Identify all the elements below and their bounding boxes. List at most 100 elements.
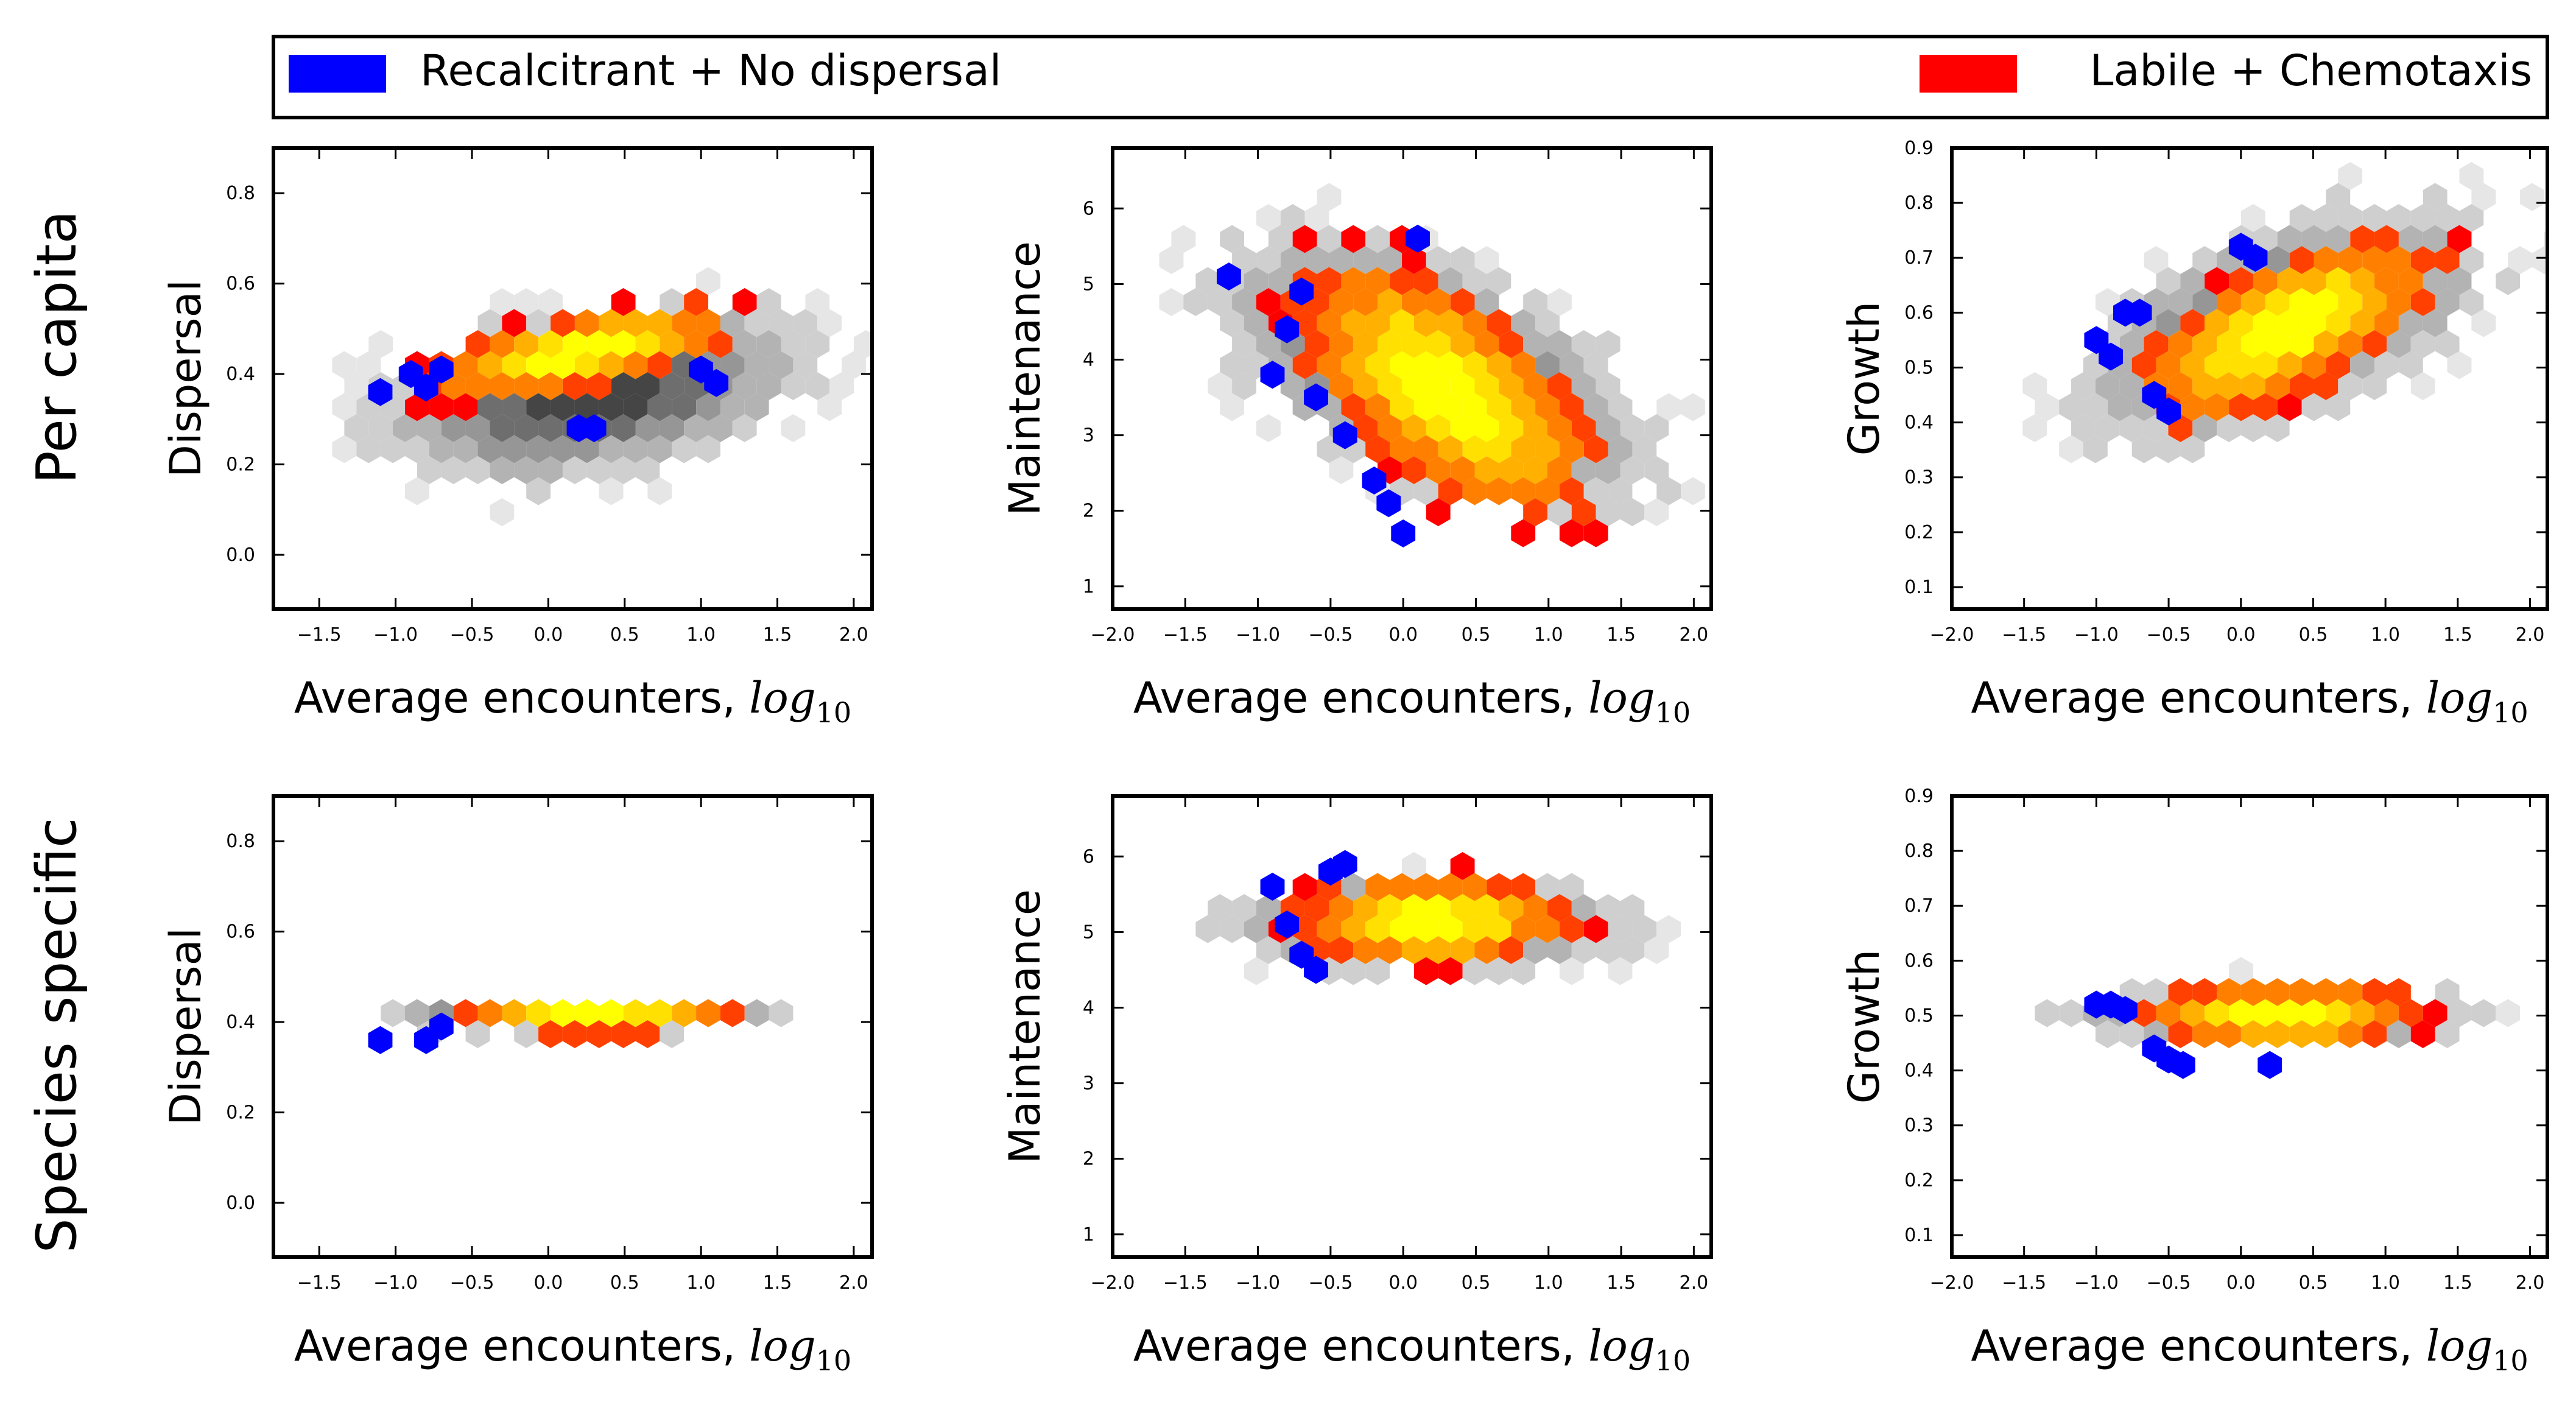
hex-cell	[2289, 330, 2314, 358]
hex-cell	[2192, 246, 2217, 274]
x-tick-label: 0.0	[1388, 1272, 1418, 1294]
hex-cell	[1353, 330, 1378, 358]
hex-cell	[2314, 246, 2338, 274]
hex-cell	[1523, 372, 1548, 400]
hex-cell	[465, 456, 490, 484]
hex-cell	[696, 393, 720, 421]
hex-cell	[2059, 999, 2084, 1027]
hex-cell	[1280, 372, 1305, 400]
x-tick-label: −1.5	[1163, 624, 1208, 646]
hex-cell	[1596, 894, 1621, 922]
y-tick-label: 0.8	[226, 183, 255, 204]
hex-cell	[538, 456, 563, 484]
hex-cell	[2374, 351, 2399, 379]
hex-cell	[2508, 246, 2533, 274]
hex-cell	[2265, 330, 2290, 358]
hex-cell	[1571, 414, 1596, 442]
hex-cell	[1559, 351, 1584, 379]
hex-cell	[1462, 435, 1487, 463]
hex-cell	[2168, 978, 2193, 1006]
hex-cell	[1341, 915, 1366, 943]
x-tick-label: 1.5	[1606, 1272, 1636, 1294]
hex-cell	[1681, 477, 1705, 505]
hex-cell	[781, 372, 806, 400]
hex-cell	[1499, 894, 1524, 922]
hex-cell	[1256, 894, 1281, 922]
hex-cell	[441, 414, 466, 442]
hex-cell	[1304, 330, 1329, 358]
hex-cell	[2253, 999, 2278, 1027]
hex-cell	[514, 1020, 539, 1048]
x-axis-label: Average encounters, log10	[294, 673, 851, 729]
hex-cell	[1256, 288, 1281, 316]
hex-cell	[356, 351, 381, 379]
y-tick-label: 0.3	[1904, 1115, 1934, 1136]
hex-cell	[2205, 267, 2229, 295]
hex-cell	[2277, 351, 2302, 379]
hex-cell	[1208, 372, 1233, 400]
hex-cell	[599, 351, 624, 379]
x-tick-label: −0.5	[2147, 624, 2191, 646]
hex-cell	[1474, 330, 1499, 358]
x-tick-label: 0.5	[2299, 624, 2328, 646]
hex-cell	[526, 435, 551, 463]
hex-cell	[1390, 267, 1414, 295]
hex-cell	[1341, 957, 1366, 985]
hex-cell	[1232, 894, 1256, 922]
hex-cell	[2362, 330, 2387, 358]
hex-cell	[1474, 288, 1499, 316]
hex-cell	[1401, 246, 1426, 274]
hex-cell	[1401, 414, 1426, 442]
hex-cell	[1317, 309, 1342, 337]
x-tick-label: 0.0	[534, 1272, 563, 1294]
x-tick-label: 1.0	[1534, 1272, 1563, 1294]
legend-swatch-recalcitrant	[289, 55, 386, 93]
hex-cell	[551, 435, 575, 463]
hex-cell	[2229, 957, 2253, 985]
hex-cell	[1280, 246, 1305, 274]
hexbin-cells	[1195, 850, 1681, 985]
hex-cell	[599, 309, 624, 337]
hex-cell	[769, 351, 794, 379]
hex-cell	[368, 330, 393, 358]
hex-cell	[1426, 414, 1451, 442]
hex-cell	[2374, 309, 2399, 337]
hex-cell	[1462, 873, 1487, 901]
y-tick-label: 5	[1083, 273, 1094, 295]
hex-cell	[1280, 204, 1305, 232]
hex-cell	[1220, 351, 1245, 379]
hex-cell	[1450, 852, 1475, 880]
hexbin-cells	[1159, 183, 1705, 548]
hex-cell	[1608, 477, 1633, 505]
hex-cell	[1596, 936, 1621, 964]
hex-cell	[2156, 435, 2181, 463]
hex-cell-recalcitrant	[368, 378, 393, 406]
hex-cell	[1511, 477, 1536, 505]
hex-cell	[2326, 267, 2351, 295]
hex-cell	[623, 999, 648, 1027]
hex-cell	[1559, 393, 1584, 421]
hex-cell	[635, 330, 660, 358]
hex-cell	[1341, 873, 1366, 901]
hex-cell	[2289, 204, 2314, 232]
hex-cell	[2144, 330, 2169, 358]
hex-cell	[684, 414, 709, 442]
hex-cell-recalcitrant	[368, 1026, 393, 1054]
x-axis-label: Average encounters, log10	[1971, 673, 2528, 729]
hex-cell	[1523, 936, 1548, 964]
hex-cell	[781, 414, 806, 442]
hex-cell	[465, 1020, 490, 1048]
hex-cell	[2435, 288, 2460, 316]
hex-cell	[635, 414, 660, 442]
hex-cell	[2362, 372, 2387, 400]
hex-cell	[1535, 393, 1560, 421]
hex-cell	[1535, 873, 1560, 901]
hex-cell	[490, 498, 515, 526]
hex-cell	[1583, 915, 1608, 943]
hex-cell	[1208, 894, 1233, 922]
hex-cell	[502, 351, 527, 379]
hex-cell	[1220, 393, 1245, 421]
hex-cell	[1559, 915, 1584, 943]
x-tick-label: 2.0	[1680, 1272, 1709, 1294]
